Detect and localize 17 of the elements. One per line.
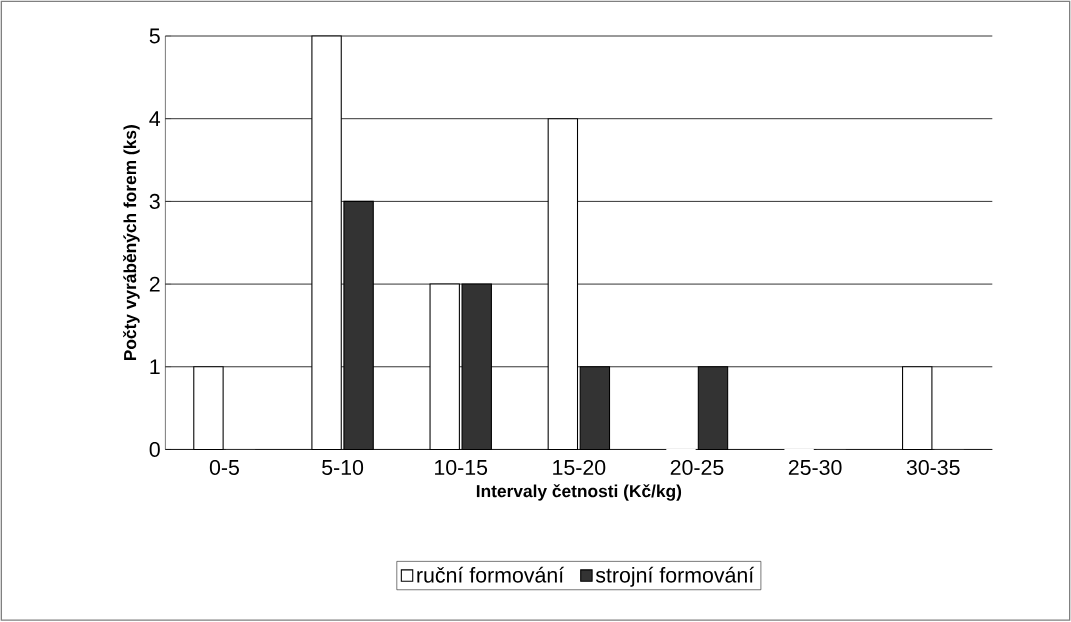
x-tick-label: 15-20 (553, 460, 606, 476)
x-tick-label: 5-10 (322, 460, 364, 476)
x-tick-label: 25-30 (788, 460, 842, 476)
y-tick-label: 3 (149, 194, 160, 210)
x-tick-label: 20-25 (670, 460, 724, 476)
x-axis-title: Intervaly četnosti (Kč/kg) (476, 484, 682, 501)
x-tick-label: 30-35 (906, 460, 960, 476)
legend-label: ruční formování (417, 566, 565, 583)
y-tick-label: 2 (149, 276, 160, 292)
y-tick-label: 1 (150, 359, 160, 375)
legend-label: strojní formování (595, 566, 755, 588)
x-tick-label: 10-15 (435, 460, 488, 476)
y-tick-label: 5 (149, 28, 160, 44)
y-tick-label: 0 (149, 442, 160, 458)
x-tick-label: 0-5 (209, 460, 239, 476)
y-tick-label: 4 (149, 111, 161, 127)
y-axis-title: Počty vyráběných forem (ks) (123, 125, 140, 361)
